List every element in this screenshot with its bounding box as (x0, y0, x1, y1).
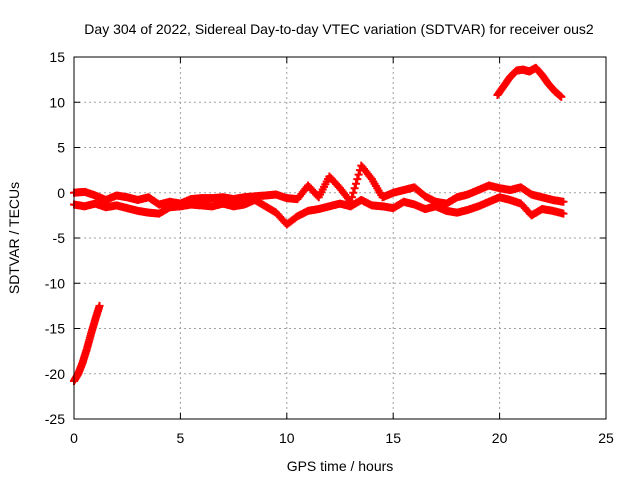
x-tick-label: 25 (598, 430, 614, 446)
data-point-marker (347, 193, 356, 202)
data-point-marker (354, 170, 363, 179)
x-axis-label: GPS time / hours (287, 458, 394, 474)
x-tick-label: 15 (385, 430, 401, 446)
chart-title: Day 304 of 2022, Sidereal Day-to-day VTE… (84, 21, 594, 37)
series-early-descending (70, 301, 104, 385)
y-tick-label: -20 (45, 366, 65, 382)
y-tick-label: -5 (53, 230, 66, 246)
x-tick-label: 5 (177, 430, 185, 446)
grid-lines (74, 57, 606, 419)
data-point-marker (559, 197, 568, 206)
data-points (70, 63, 568, 385)
data-point-marker (557, 92, 566, 101)
y-tick-label: 10 (49, 94, 65, 110)
x-tick-label: 10 (279, 430, 295, 446)
y-tick-label: 5 (57, 140, 65, 156)
series-main-lower (70, 193, 568, 229)
data-point-marker (350, 184, 359, 193)
data-point-marker (353, 175, 362, 184)
x-axis-ticks: 0 5 10 15 20 25 (70, 57, 614, 446)
data-point-marker (349, 188, 358, 197)
data-point-marker (95, 301, 104, 310)
y-tick-label: -15 (45, 321, 65, 337)
y-tick-label: 0 (57, 185, 65, 201)
y-axis-ticks: -25 -20 -15 -10 -5 0 5 10 15 (45, 49, 606, 427)
plot-frame (73, 56, 607, 420)
y-axis-label: SDTVAR / TECUs (6, 182, 22, 294)
data-point-marker (351, 179, 360, 188)
y-tick-label: -25 (45, 411, 65, 427)
data-point-marker (559, 209, 568, 218)
x-tick-label: 20 (492, 430, 508, 446)
y-tick-label: 15 (49, 49, 65, 65)
x-tick-label: 0 (70, 430, 78, 446)
y-tick-label: -10 (45, 275, 65, 291)
series-late-arc (493, 63, 566, 101)
